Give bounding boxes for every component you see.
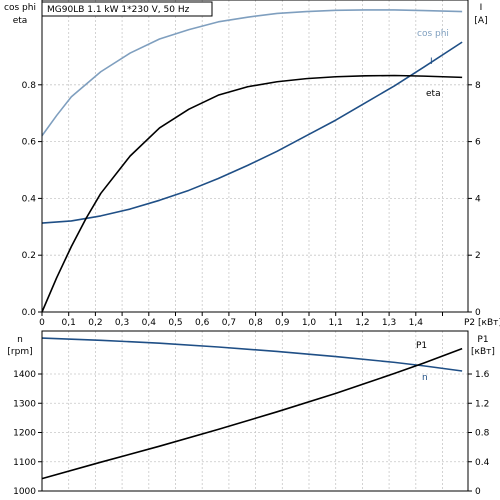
x-tick-label: 0,3: [115, 318, 129, 328]
bottom-tick-labels: 1000 1100 1200 1300 1400 0 0.4 0.8 1.2 1.6: [13, 370, 489, 497]
x-tick-label: 1,0: [302, 318, 317, 328]
left-tick-label: 0.0: [22, 308, 37, 318]
plot-frame: [41, 330, 469, 492]
left-tick-label: 0.2: [22, 251, 36, 261]
top-tick-labels: 0.0 0.2 0.4 0.6 0.8 0 2 4 6 8 0 0,1 0,2 0,3 0,4 0,5 0,6 0…: [22, 81, 500, 328]
x-tick-label: 1,1: [329, 318, 343, 328]
right-tick-label: 0: [475, 487, 481, 497]
left-tick-label: 1400: [13, 370, 36, 380]
left-tick-label: 1200: [13, 429, 36, 439]
left-axis-label-cosphi: cos phi: [4, 3, 36, 13]
x-tick-label: 0,5: [168, 318, 182, 328]
left-axis-label-eta: eta: [13, 16, 28, 26]
x-tick-label: 1,2: [355, 318, 369, 328]
series-line-n: [41, 337, 463, 372]
left-tick-label: 0.8: [22, 81, 37, 91]
series-line-p1: [41, 347, 463, 480]
right-axis-label-kw: [кВт]: [471, 347, 495, 357]
series-label-eta: eta: [426, 89, 441, 99]
bottom-axes: [38, 330, 472, 492]
series-label-cos-phi: cos phi: [417, 29, 449, 39]
chart-title: MG90LB 1.1 kW 1*230 V, 50 Hz: [47, 5, 190, 15]
left-tick-label: 1300: [13, 399, 36, 409]
series-label-n: n: [422, 373, 428, 383]
bottom-grid: [42, 331, 468, 491]
x-tick-label: 0: [39, 318, 45, 328]
series-label-p1: P1: [416, 341, 427, 351]
left-tick-label: 1000: [13, 487, 36, 497]
x-axis-label: P2 [кВт]: [464, 318, 500, 328]
right-axis-label-p1: P1: [477, 335, 488, 345]
left-axis-label-n: n: [17, 335, 23, 345]
x-tick-label: 0,4: [142, 318, 157, 328]
right-tick-label: 6: [475, 138, 481, 148]
right-tick-label: 4: [475, 194, 481, 204]
left-tick-label: 0.4: [22, 194, 37, 204]
right-tick-label: 1.2: [475, 399, 489, 409]
plot-frame: [41, 0, 469, 313]
right-tick-label: 8: [475, 81, 481, 91]
top-axes: [38, 0, 472, 316]
x-tick-label: 0,2: [88, 318, 102, 328]
bottom-chart-panel: n P1 1000 1100 1200 1300 1400 0 0.4 0.8 1.2 1.6 n …: [7, 330, 495, 497]
x-tick-label: 0,7: [222, 318, 236, 328]
right-tick-label: 1.6: [475, 370, 490, 380]
x-tick-label: 1,3: [382, 318, 396, 328]
left-tick-label: 0.6: [22, 138, 37, 148]
x-tick-label: 0,9: [275, 318, 290, 328]
chart-title-box: [41, 1, 213, 17]
x-tick-label: 0,8: [248, 318, 263, 328]
right-axis-label-i: I: [480, 3, 483, 13]
series-line-i: [41, 41, 463, 224]
top-grid: [42, 0, 468, 312]
right-tick-label: 0.4: [475, 458, 490, 468]
series-label-i: I: [430, 57, 433, 67]
x-tick-label: 0,1: [62, 318, 76, 328]
right-tick-label: 0.8: [475, 429, 490, 439]
right-axis-label-unit: [A]: [474, 16, 487, 26]
left-axis-label-rpm: [rpm]: [7, 347, 32, 357]
right-tick-label: 2: [475, 251, 481, 261]
series-line-eta: [41, 74, 463, 313]
left-tick-label: 1100: [13, 458, 36, 468]
series-line-cos-phi: [41, 9, 463, 137]
x-tick-label: 1,4: [409, 318, 424, 328]
right-tick-label: 0: [475, 308, 481, 318]
bottom-series-group: n P1: [41, 337, 463, 480]
x-tick-label: 0,6: [195, 318, 210, 328]
